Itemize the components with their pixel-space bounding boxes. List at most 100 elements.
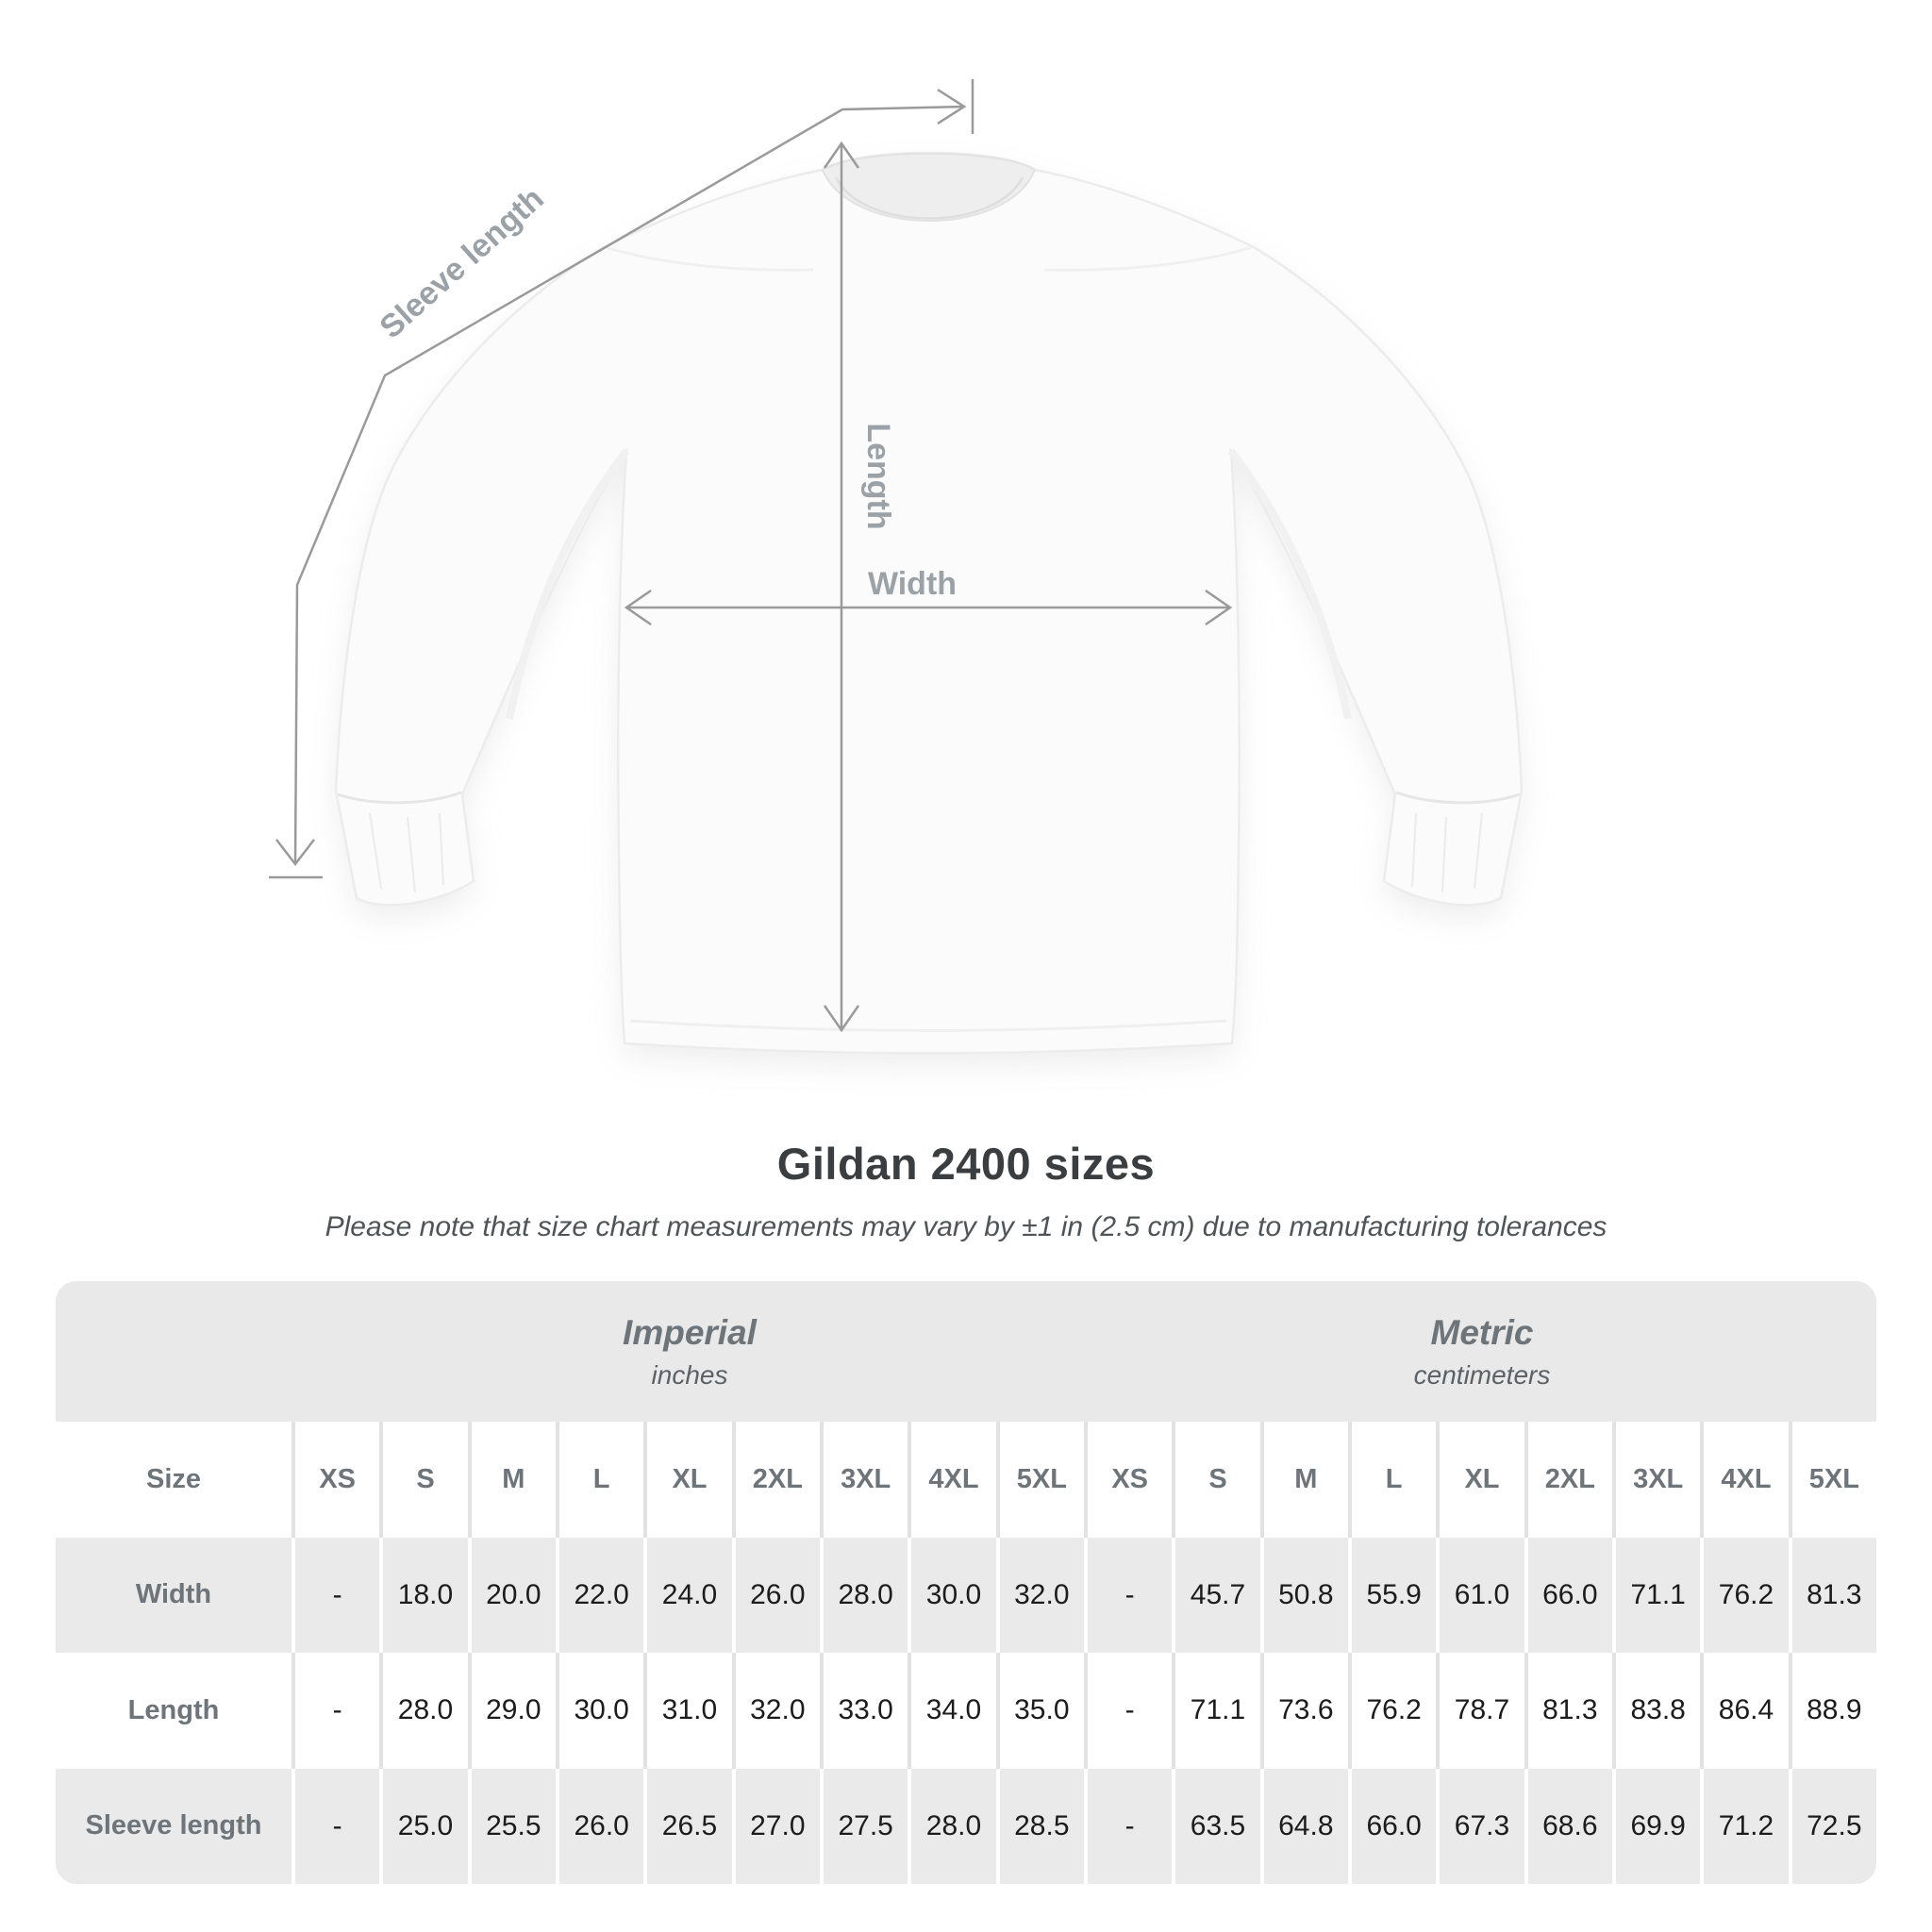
value-cell: 71.1 [1175,1653,1260,1769]
left-cuff [337,791,462,805]
value-cell: 45.7 [1175,1537,1260,1653]
value-cell: 61.0 [1440,1537,1524,1653]
value-cell: 83.8 [1616,1653,1701,1769]
value-cell: 69.9 [1616,1768,1701,1884]
size-header-cell: 5XL [1791,1422,1876,1538]
size-table-body: Size XS S M L XL 2XL 3XL 4XL 5XL XS S M L XL 2XL 3XL 4XL 5… [56,1422,1876,1884]
size-chart-table: Imperial inches Metric centimeters Size X… [56,1281,1876,1884]
size-header-cell: 3XL [1616,1422,1701,1538]
value-cell: 76.2 [1704,1537,1789,1653]
value-cell: 28.5 [999,1768,1084,1884]
size-header-cell: L [1352,1422,1437,1538]
value-cell: 55.9 [1352,1537,1437,1653]
value-cell: 81.3 [1791,1537,1876,1653]
value-cell: 32.0 [735,1653,820,1769]
size-header-cell: 2XL [735,1422,820,1538]
size-header-cell: 5XL [999,1422,1084,1538]
value-cell: 22.0 [559,1537,644,1653]
size-header-cell: XL [647,1422,732,1538]
sleeve-length-measure [269,79,974,879]
value-cell: 33.0 [824,1653,908,1769]
value-cell: 31.0 [647,1653,732,1769]
width-label: Width [868,566,957,602]
value-cell: 50.8 [1263,1537,1348,1653]
imperial-group-header: Imperial inches [295,1281,1084,1422]
collar [821,152,1037,222]
size-header-cell: M [1263,1422,1348,1538]
right-cuff [1395,791,1521,805]
row-label: Size [56,1422,291,1538]
value-cell: - [295,1653,380,1769]
value-cell: 28.0 [383,1653,468,1769]
value-cell: 68.6 [1527,1768,1612,1884]
size-header-cell: S [1175,1422,1260,1538]
length-label: Length [860,423,896,529]
value-cell: 30.0 [559,1653,644,1769]
value-cell: 26.0 [735,1537,820,1653]
value-cell: 26.0 [559,1768,644,1884]
value-cell: 72.5 [1791,1768,1876,1884]
value-cell: 64.8 [1263,1768,1348,1884]
value-cell: - [1088,1768,1173,1884]
value-cell: 29.0 [471,1653,556,1769]
unit-header-band: Imperial inches Metric centimeters [56,1281,1876,1422]
imperial-title: Imperial [623,1312,757,1352]
value-cell: 27.0 [735,1768,820,1884]
size-header-cell: 4XL [911,1422,996,1538]
value-cell: 86.4 [1704,1653,1789,1769]
value-cell: 71.2 [1704,1768,1789,1884]
value-cell: 34.0 [911,1653,996,1769]
page-subtitle: Please note that size chart measurements… [325,1211,1607,1242]
value-cell: 63.5 [1175,1768,1260,1884]
size-header-cell: 3XL [824,1422,908,1538]
value-cell: - [1088,1653,1173,1769]
size-header-cell: S [383,1422,468,1538]
shirt-measurement-diagram: Sleeve length Length Width [269,79,1524,1067]
size-header-cell: 2XL [1527,1422,1612,1538]
value-cell: 25.0 [383,1768,468,1884]
size-header-cell: XS [1088,1422,1173,1538]
value-cell: 24.0 [647,1537,732,1653]
row-label: Length [56,1653,291,1769]
value-cell: 27.5 [824,1768,908,1884]
value-cell: 26.5 [647,1768,732,1884]
table-row: Width -18.0 20.0 22.0 24.0 26.0 28.0 30.0 32.0-4… [56,1537,1876,1653]
value-cell: 35.0 [999,1653,1084,1769]
imperial-unit: inches [651,1359,728,1390]
table-row: Sleeve length -25.0 25.5 26.0 26.5 27.0 27.5 28… [56,1768,1876,1884]
value-cell: - [295,1537,380,1653]
size-header-cell: 4XL [1704,1422,1789,1538]
value-cell: 32.0 [999,1537,1084,1653]
metric-title: Metric [1430,1312,1534,1352]
size-header-cell: XL [1440,1422,1524,1538]
width-measure [624,589,1233,626]
value-cell: 67.3 [1440,1768,1524,1884]
value-cell: 66.0 [1527,1537,1612,1653]
value-cell: 71.1 [1616,1537,1701,1653]
page-title: Gildan 2400 sizes [776,1139,1156,1189]
row-label: Width [56,1537,291,1653]
value-cell: 30.0 [911,1537,996,1653]
value-cell: 88.9 [1791,1653,1876,1769]
size-header-cell: M [471,1422,556,1538]
value-cell: 66.0 [1352,1768,1437,1884]
size-header-cell: XS [295,1422,380,1538]
size-header-cell: L [559,1422,644,1538]
value-cell: 73.6 [1263,1653,1348,1769]
value-cell: 28.0 [911,1768,996,1884]
value-cell: - [295,1768,380,1884]
value-cell: 78.7 [1440,1653,1524,1769]
value-cell: 25.5 [471,1768,556,1884]
value-cell: 20.0 [471,1537,556,1653]
metric-group-header: Metric centimeters [1088,1281,1876,1422]
length-measure [823,141,860,1033]
table-row: Size XS S M L XL 2XL 3XL 4XL 5XL XS S M L XL 2XL 3XL 4XL 5… [56,1422,1876,1538]
shirt-illustration [334,151,1524,1055]
metric-unit: centimeters [1413,1359,1551,1390]
table-row: Length -28.0 29.0 30.0 31.0 32.0 33.0 34.0 35.0-… [56,1653,1876,1769]
value-cell: 28.0 [824,1537,908,1653]
value-cell: 18.0 [383,1537,468,1653]
value-cell: 76.2 [1352,1653,1437,1769]
value-cell: 81.3 [1527,1653,1612,1769]
